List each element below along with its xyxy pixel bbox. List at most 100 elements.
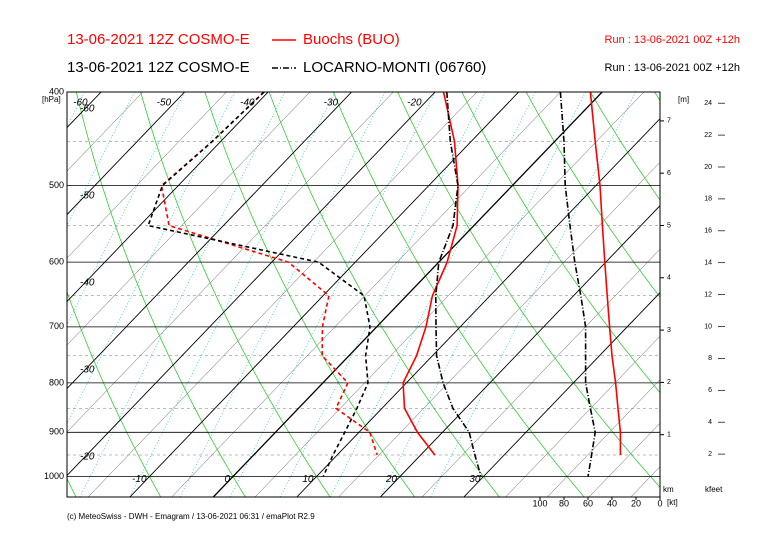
x-tick-label: -20 xyxy=(407,98,422,109)
wind-tick-label: 80 xyxy=(559,498,569,508)
isotherm-minor xyxy=(547,379,660,497)
height-unit: [m] xyxy=(678,95,689,104)
dry-adiabat xyxy=(204,92,416,497)
wind-line xyxy=(559,92,597,477)
mixing-line xyxy=(67,92,186,326)
isotherm-minor xyxy=(67,92,144,172)
isotherm-minor xyxy=(588,422,660,497)
dry-adiabat xyxy=(397,92,660,488)
kfeet-tick-label: 14 xyxy=(704,260,712,267)
kfeet-label: kfeet xyxy=(705,485,723,494)
legend-label: Buochs (BUO) xyxy=(303,31,400,48)
km-tick-label: 2 xyxy=(667,379,671,386)
x-tick-label: -40 xyxy=(80,277,95,288)
run-title: 13-06-2021 12Z COSMO-E xyxy=(67,59,250,76)
temperature-line xyxy=(402,92,459,456)
isotherm xyxy=(67,92,269,303)
wind-unit: [kt] xyxy=(667,498,678,507)
isotherm-minor xyxy=(87,92,478,497)
km-tick-label: 1 xyxy=(667,432,671,439)
isotherm xyxy=(212,92,603,497)
kfeet-tick-label: 12 xyxy=(704,291,712,298)
km-label: km xyxy=(663,485,674,494)
kfeet-tick-label: 20 xyxy=(704,164,712,171)
x-tick-label: -30 xyxy=(80,364,95,375)
kfeet-tick-label: 24 xyxy=(704,100,712,107)
isotherm xyxy=(67,92,352,390)
x-tick-label: -50 xyxy=(157,98,172,109)
isotherm xyxy=(380,205,660,497)
wind-tick-label: 20 xyxy=(631,498,641,508)
dewpoint-line xyxy=(147,92,371,477)
isotherm-minor xyxy=(171,92,561,497)
isotherm-minor xyxy=(421,248,660,497)
wind-tick-label: 100 xyxy=(532,498,547,508)
mixing-line xyxy=(379,92,586,497)
run-info: Run : 13-06-2021 00Z +12h xyxy=(605,62,740,74)
dry-adiabat xyxy=(75,92,246,497)
km-tick-label: 7 xyxy=(667,118,671,125)
mixing-line xyxy=(129,92,336,497)
x-tick-label: -10 xyxy=(132,474,147,485)
kfeet-tick-label: 18 xyxy=(704,196,712,203)
x-tick-label: -60 xyxy=(80,103,95,114)
mixing-line xyxy=(67,92,236,425)
dry-adiabat xyxy=(332,92,585,497)
frame xyxy=(66,91,661,498)
kfeet-tick-label: 22 xyxy=(704,132,712,139)
mixing-line xyxy=(179,92,386,497)
kfeet-tick-label: 16 xyxy=(704,228,712,235)
isotherm xyxy=(296,118,660,497)
y-tick-label: 1000 xyxy=(44,471,64,481)
x-tick-label: 30 xyxy=(469,474,481,485)
kfeet-tick-label: 8 xyxy=(708,355,712,362)
wind-line xyxy=(589,92,622,455)
x-tick-label: -30 xyxy=(324,98,339,109)
run-title: 13-06-2021 12Z COSMO-E xyxy=(67,31,250,48)
km-tick-label: 3 xyxy=(667,327,671,334)
mixing-line xyxy=(67,92,135,227)
dry-adiabat xyxy=(461,92,660,394)
plot-area xyxy=(67,92,660,497)
mixing-line xyxy=(79,92,286,497)
mixing-line xyxy=(279,92,486,497)
wind-tick-label: 60 xyxy=(583,498,593,508)
kfeet-tick-label: 10 xyxy=(704,323,712,330)
isotherm xyxy=(463,292,660,497)
mixing-line xyxy=(430,92,636,497)
footer: (c) MeteoSwiss - DWH - Emagram / 13-06-2… xyxy=(67,512,315,521)
dry-adiabat xyxy=(268,92,500,497)
y-tick-label: 600 xyxy=(49,257,64,267)
km-tick-label: 5 xyxy=(667,222,671,229)
dry-adiabat xyxy=(67,290,162,497)
dry-adiabat xyxy=(140,92,331,497)
isotherm xyxy=(67,92,436,477)
km-tick-label: 4 xyxy=(667,275,671,282)
y-tick-label: 400 xyxy=(49,86,64,96)
x-tick-label: -20 xyxy=(80,451,95,462)
kfeet-tick-label: 6 xyxy=(708,387,712,394)
legend-label: LOCARNO-MONTI (06760) xyxy=(303,59,486,76)
wind-tick-label: 40 xyxy=(607,498,617,508)
kfeet-tick-label: 2 xyxy=(708,451,712,458)
dry-adiabat xyxy=(589,92,660,201)
dry-adiabat xyxy=(525,92,660,298)
isotherm-minor xyxy=(505,335,660,497)
x-tick-label: -60 xyxy=(73,98,88,109)
isotherm-minor xyxy=(67,92,394,433)
isotherm-minor xyxy=(67,92,311,346)
x-tick-label: 10 xyxy=(302,474,314,485)
isotherm-minor xyxy=(254,92,645,497)
isotherm-minor xyxy=(338,161,660,497)
kfeet-tick-label: 4 xyxy=(708,419,712,426)
isotherm xyxy=(67,92,185,216)
x-tick-label: -40 xyxy=(240,98,255,109)
mixing-line xyxy=(329,92,536,497)
km-tick-label: 6 xyxy=(667,170,671,177)
y-tick-label: 700 xyxy=(49,321,64,331)
x-tick-label: -50 xyxy=(80,190,95,201)
run-info: Run : 13-06-2021 00Z +12h xyxy=(605,34,740,46)
